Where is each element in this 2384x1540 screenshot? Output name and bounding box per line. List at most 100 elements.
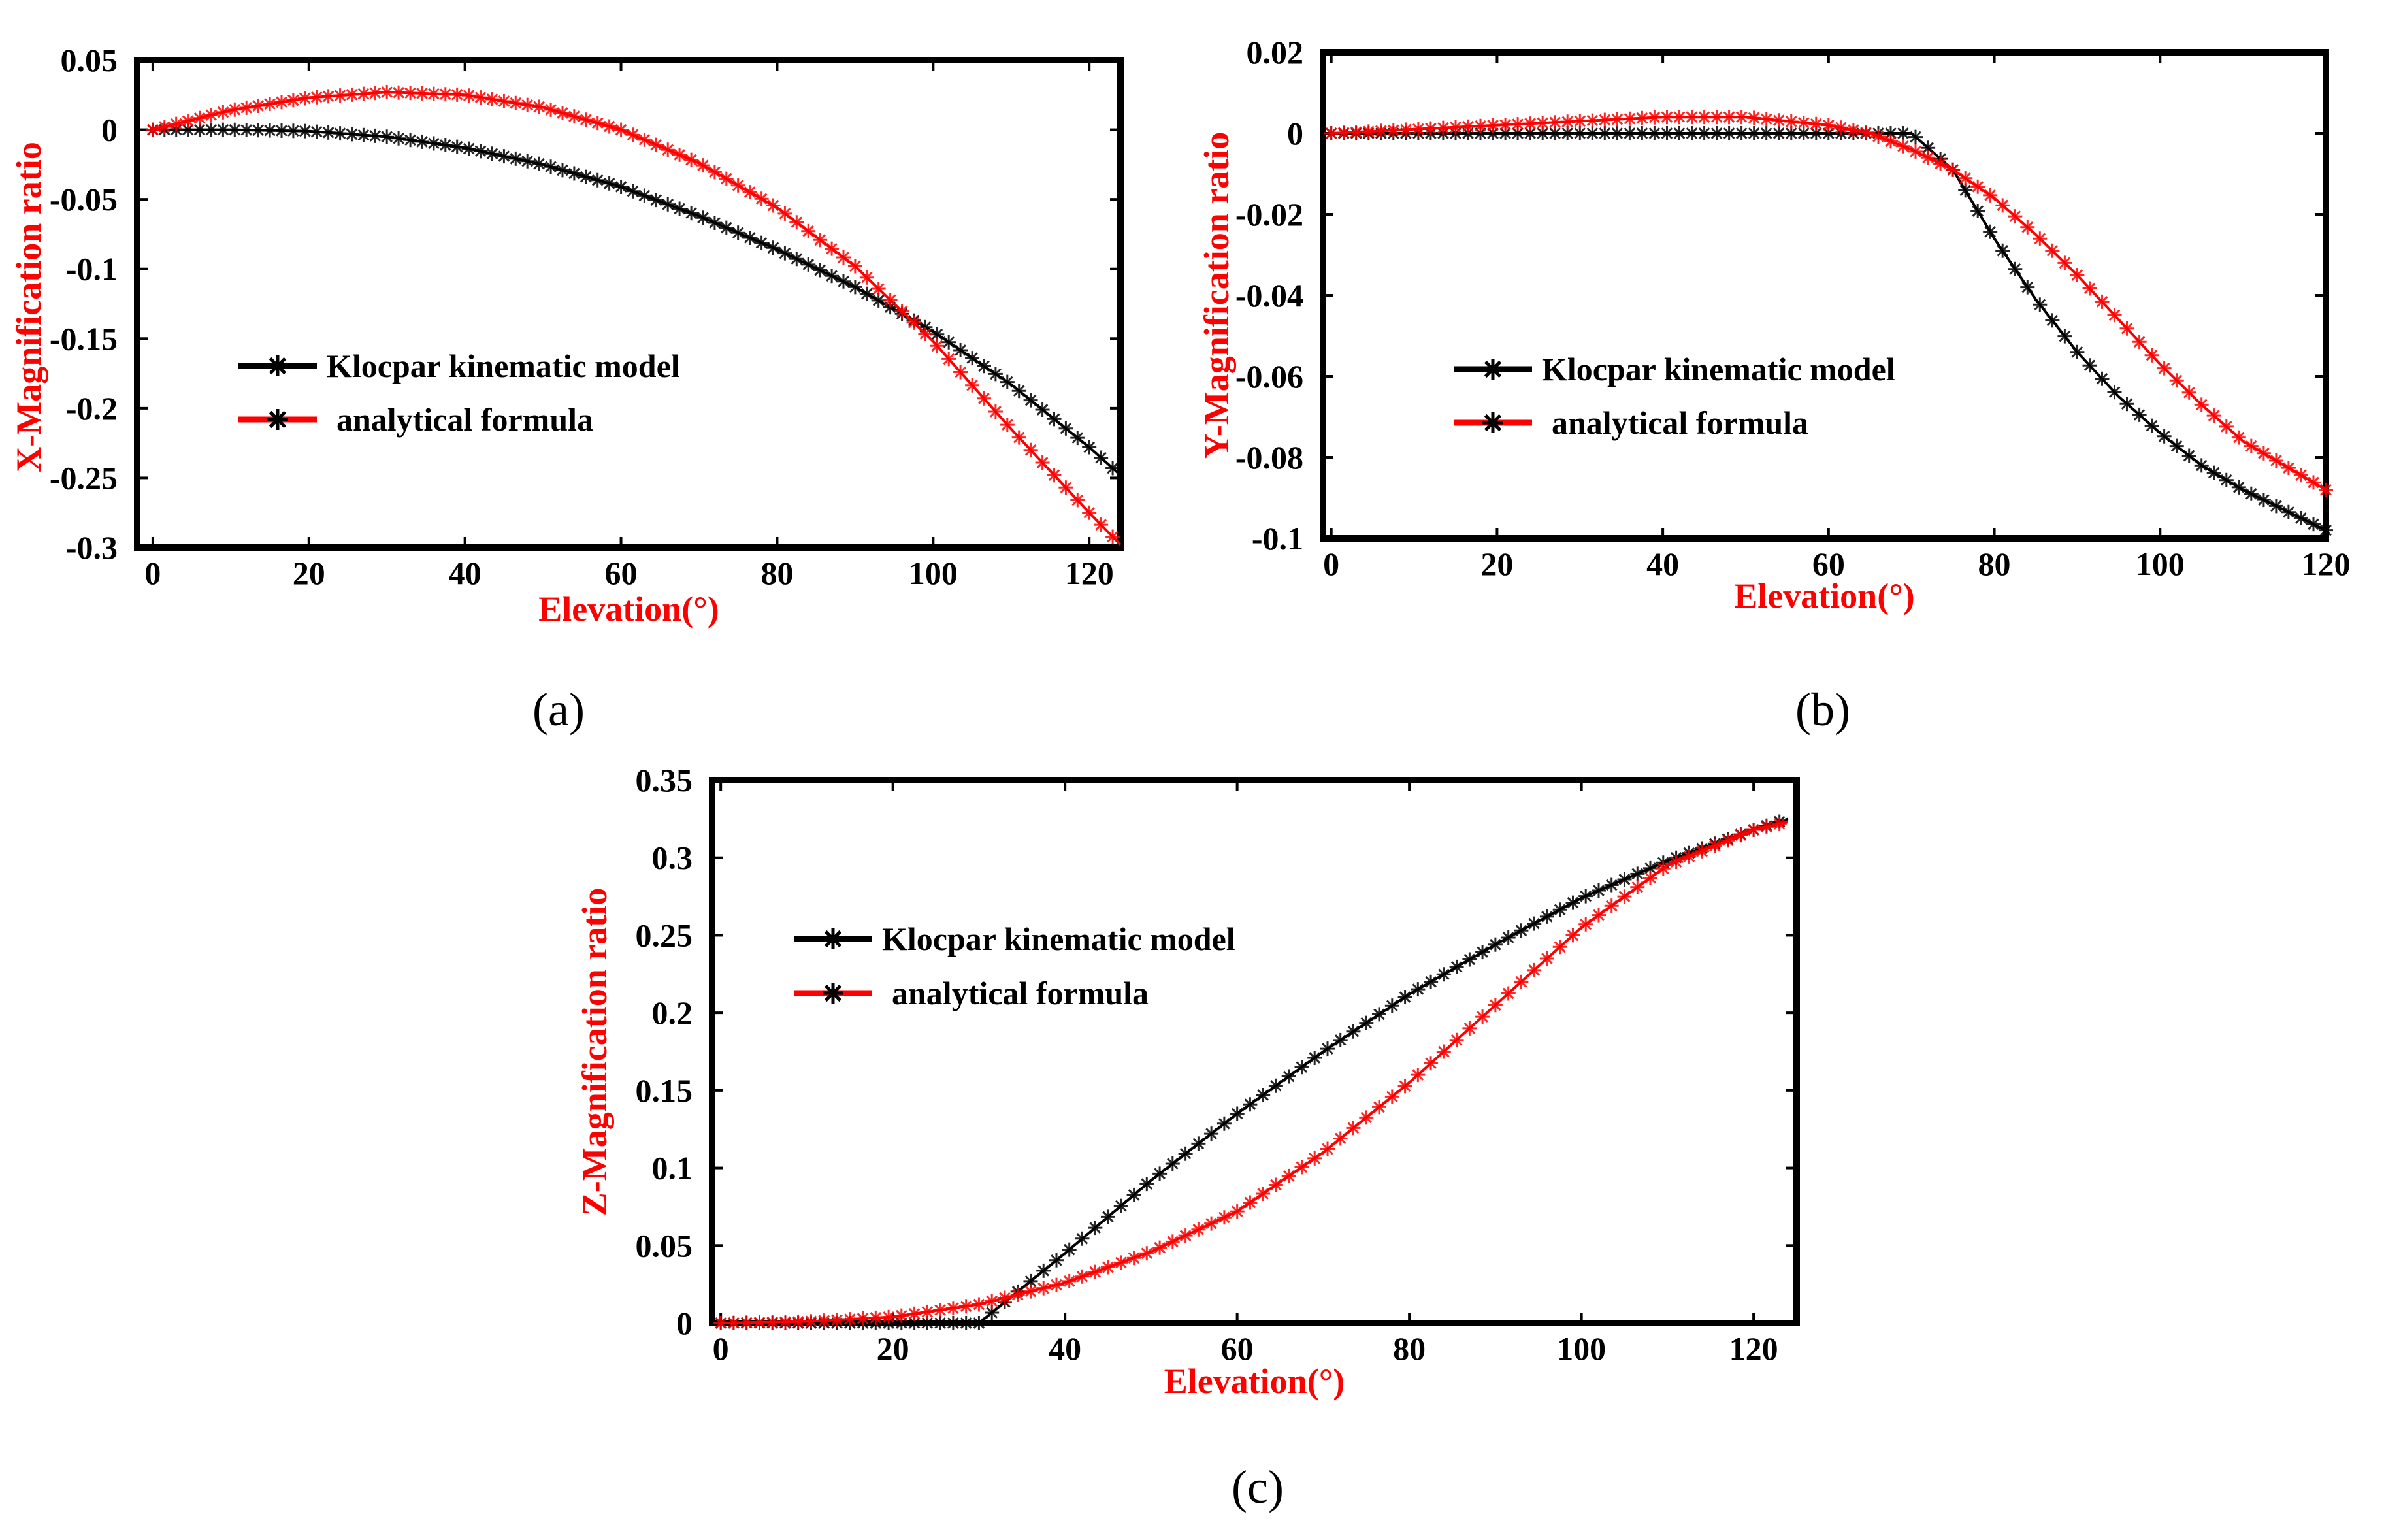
- data-point: [426, 136, 441, 151]
- data-point: [1514, 974, 1529, 989]
- data-point: [497, 93, 512, 108]
- data-point: [1047, 468, 1062, 483]
- data-point: [791, 1314, 806, 1329]
- data-point: [965, 351, 980, 366]
- data-point: [1697, 126, 1712, 140]
- data-point: [1101, 1209, 1115, 1224]
- data-point: [1908, 129, 1923, 144]
- data-point: [578, 169, 593, 184]
- data-point: [1359, 1110, 1374, 1125]
- data-point: [2070, 268, 2085, 282]
- data-point: [1539, 909, 1554, 924]
- data-point: [356, 127, 371, 142]
- data-point: [508, 151, 523, 166]
- data-point: [1498, 118, 1513, 132]
- data-point: [1535, 116, 1550, 131]
- data-point: [321, 125, 336, 140]
- data-point: [216, 122, 231, 137]
- data-point: [1473, 126, 1488, 140]
- data-point: [1733, 828, 1748, 843]
- data-point: [2020, 220, 2035, 235]
- data-point: [1635, 126, 1650, 140]
- data-point: [1784, 126, 1799, 140]
- data-point: [438, 138, 453, 152]
- data-point: [1384, 998, 1399, 1013]
- x-tick-label: 40: [1049, 1330, 1081, 1367]
- data-point: [1333, 1032, 1348, 1047]
- data-point: [847, 259, 862, 274]
- data-point: [817, 1313, 832, 1328]
- data-point: [1268, 1177, 1283, 1192]
- data-point: [2319, 523, 2333, 538]
- data-point: [1126, 1251, 1141, 1266]
- data-point: [1036, 1281, 1051, 1296]
- y-tick-label: 0: [676, 1305, 693, 1341]
- data-point: [1256, 1088, 1271, 1102]
- data-point: [180, 122, 195, 137]
- data-point: [1622, 126, 1637, 140]
- data-point: [1995, 243, 2010, 258]
- data-point: [2095, 294, 2110, 309]
- data-point: [2144, 348, 2159, 363]
- chart-a: 0 20 40 60 80 100 120 0.05 0 -0.05 -0.1 -0.15 -0.2 -0…: [9, 42, 1124, 736]
- data-point: [672, 201, 687, 216]
- data-point: [2256, 446, 2271, 461]
- data-point: [1921, 140, 1936, 156]
- data-point: [1488, 998, 1503, 1013]
- y-tick-label: -0.1: [66, 251, 118, 287]
- data-point: [894, 304, 909, 319]
- data-point: [1759, 126, 1774, 140]
- data-point: [742, 185, 757, 200]
- data-point: [1424, 974, 1439, 989]
- data-point: [1359, 1015, 1374, 1030]
- data-point: [286, 123, 301, 139]
- data-point: [449, 139, 465, 154]
- data-point: [415, 134, 429, 149]
- data-point: [2157, 429, 2172, 444]
- data-point: [1088, 1221, 1103, 1236]
- data-point: [1846, 123, 1861, 137]
- x-tick-label: 40: [1646, 546, 1679, 582]
- data-point: [730, 225, 745, 240]
- data-point: [2244, 438, 2259, 453]
- x-tick-label: 60: [1221, 1330, 1254, 1367]
- data-point: [1058, 421, 1073, 436]
- data-point: [2082, 281, 2097, 296]
- data-point: [649, 193, 664, 208]
- data-point: [227, 122, 242, 137]
- data-point: [1585, 126, 1600, 140]
- data-point: [1088, 1264, 1103, 1279]
- data-point: [1346, 1024, 1361, 1039]
- data-point: [1535, 126, 1550, 140]
- x-tick-label: 80: [760, 555, 793, 591]
- data-point: [789, 252, 804, 267]
- data-point: [868, 1310, 883, 1325]
- data-point: [1152, 1166, 1168, 1181]
- data-point: [1461, 119, 1475, 134]
- data-point: [415, 86, 429, 101]
- data-point: [1672, 110, 1687, 125]
- data-point: [2082, 358, 2097, 373]
- legend-label: analytical formula: [1552, 404, 1808, 441]
- data-point: [2319, 482, 2333, 497]
- x-tick-label: 60: [1812, 546, 1845, 582]
- data-point: [1436, 1044, 1451, 1059]
- data-point: [356, 86, 371, 101]
- data-point: [1498, 126, 1513, 140]
- data-point: [766, 240, 781, 255]
- data-point: [391, 131, 406, 146]
- data-point: [1070, 493, 1085, 508]
- data-point: [1436, 967, 1451, 982]
- data-point: [1036, 1263, 1051, 1278]
- data-point: [1082, 505, 1097, 520]
- legend-marker: [267, 355, 288, 376]
- panel-caption: (a): [532, 683, 585, 736]
- data-point: [251, 99, 266, 113]
- data-point: [1372, 1007, 1386, 1022]
- data-point: [1908, 144, 1923, 159]
- data-point: [1372, 1100, 1386, 1115]
- data-point: [1759, 112, 1774, 127]
- data-point: [263, 97, 278, 112]
- y-axis-label: Z-Magnification ratio: [575, 888, 614, 1216]
- legend-label: Klocpar kinematic model: [882, 921, 1235, 957]
